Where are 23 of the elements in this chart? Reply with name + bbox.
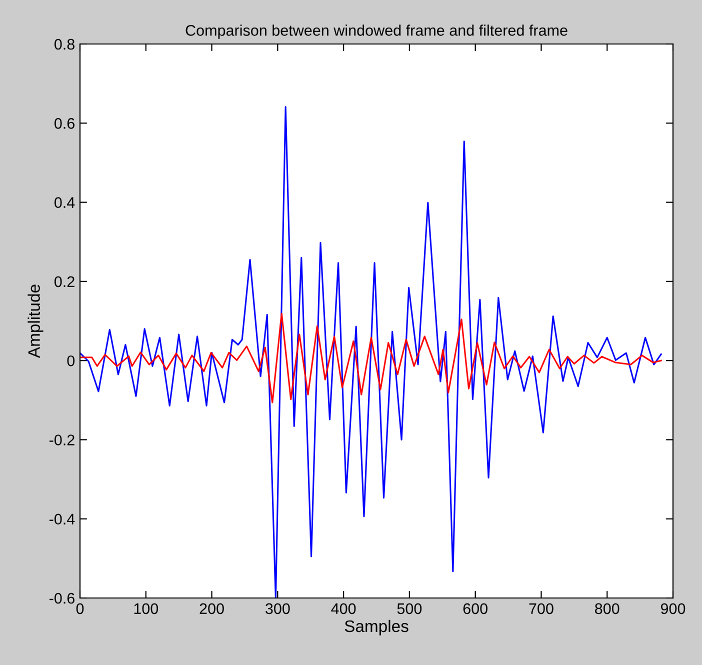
- y-tick-label: 0.8: [54, 38, 74, 50]
- chart-title: Comparison between windowed frame and filtered frame: [186, 24, 568, 39]
- x-tick-label: 0: [76, 603, 84, 614]
- x-axis-title: Samples: [344, 620, 408, 636]
- y-tick-label: 0: [67, 355, 75, 366]
- y-tick-label: 0.6: [54, 118, 74, 129]
- x-tick-label: 300: [266, 603, 290, 614]
- y-tick-label: -0.4: [49, 514, 75, 525]
- y-tick-label: -0.2: [49, 434, 74, 446]
- x-tick-label: 900: [660, 603, 686, 614]
- x-tick-label: 200: [200, 603, 224, 614]
- x-tick-label: 700: [529, 603, 554, 614]
- line-series: [80, 312, 662, 404]
- x-tick-label: 500: [397, 603, 422, 614]
- x-tick-label: 100: [134, 603, 158, 614]
- x-tick-label: 400: [331, 603, 356, 614]
- y-axis-title: Amplitude: [28, 284, 44, 358]
- line-series: [80, 106, 662, 598]
- y-tick-label: 0.4: [54, 197, 75, 208]
- x-tick-label: 600: [463, 603, 488, 614]
- y-tick-label: -0.6: [49, 592, 74, 604]
- x-tick-label: 800: [595, 603, 620, 614]
- y-tick-label: 0.2: [54, 276, 74, 288]
